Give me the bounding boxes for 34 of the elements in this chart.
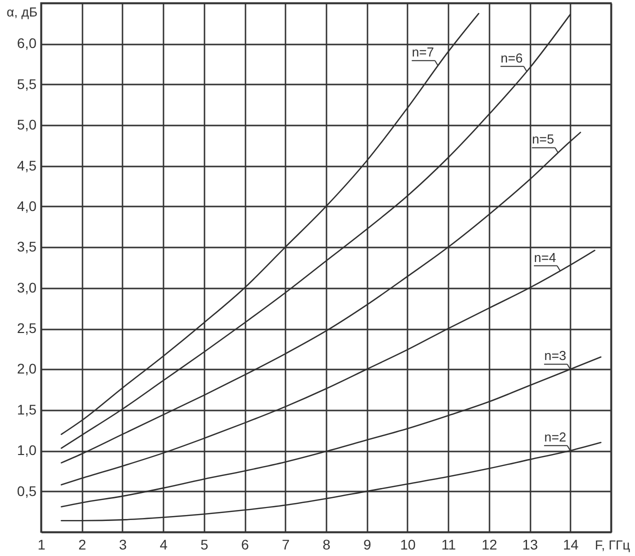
x-tick-label: 6 — [241, 536, 250, 552]
x-tick-label: 10 — [400, 536, 416, 552]
y-tick-label: 6,0 — [17, 35, 37, 52]
x-tick-label: 11 — [441, 536, 456, 552]
x-tick-label: 5 — [200, 536, 208, 552]
x-tick-label: 4 — [160, 536, 168, 552]
x-tick-label: 3 — [119, 536, 128, 552]
y-tick-label: 1,5 — [17, 401, 37, 418]
annotation: n=4 — [534, 250, 556, 265]
x-tick-label: 1 — [38, 536, 46, 552]
x-tick-label: 12 — [482, 536, 498, 552]
y-axis-title: α, дБ — [6, 4, 38, 20]
annotation: n=6 — [500, 50, 523, 66]
y-tick-label: 3,0 — [17, 279, 37, 296]
annotation: n=3 — [544, 348, 566, 364]
annotation: n=7 — [412, 44, 434, 60]
x-tick-label: 9 — [363, 536, 372, 552]
y-tick-label: 1,0 — [17, 442, 37, 458]
y-tick-label: 2,0 — [17, 360, 37, 377]
x-tick-label: 8 — [322, 536, 331, 552]
y-tick-label: 5,5 — [17, 76, 37, 92]
x-tick-label: 14 — [562, 536, 579, 552]
y-tick-label: 4,5 — [17, 157, 37, 174]
y-tick-label: 0,5 — [17, 482, 37, 499]
x-tick-label: 13 — [522, 536, 538, 552]
y-tick-label: 5,0 — [17, 116, 37, 133]
y-tick-label: 2,5 — [17, 320, 37, 336]
annotation: n=2 — [544, 430, 566, 445]
x-tick-label: 7 — [282, 536, 290, 552]
y-tick-label: 4,0 — [17, 198, 37, 214]
y-tick-label: 3,5 — [17, 238, 37, 255]
annotation: n=5 — [532, 132, 554, 147]
x-tick-label: 2 — [78, 536, 86, 552]
x-axis-title: F, ГГц — [594, 538, 631, 552]
